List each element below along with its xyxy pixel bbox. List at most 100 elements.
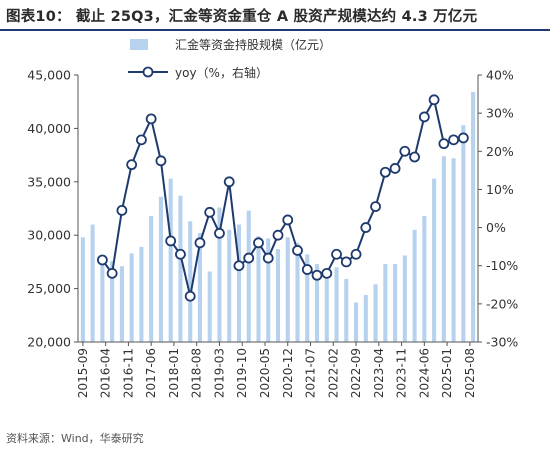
yoy-point: [379, 166, 391, 178]
bar: [80, 237, 85, 342]
yoy-line-series: [96, 94, 469, 302]
bar: [285, 237, 290, 342]
title-divider: [0, 29, 550, 31]
bar: [314, 264, 320, 342]
bar: [246, 210, 251, 342]
bar: [344, 278, 349, 342]
x-tick-label: 2023-11: [395, 348, 409, 398]
y-right-tick-label: -30%: [486, 335, 518, 350]
chart: 20,000 25,000 30,000 35,000 40,000 45,000 -30%…: [27, 37, 518, 399]
bar: [197, 233, 202, 342]
bar: [441, 156, 446, 342]
tick-labels: 20,000 25,000 30,000 35,000 40,000 45,000 -30%…: [27, 68, 518, 399]
bar: [471, 92, 476, 342]
y-left-tick-label: 30,000: [27, 228, 71, 243]
bar: [432, 178, 437, 342]
bar: [266, 238, 271, 342]
y-left-tick-label: 25,000: [27, 281, 71, 296]
y-right-tick-label: 30%: [486, 106, 514, 121]
bar: [139, 246, 144, 342]
bar: [383, 264, 388, 342]
yoy-point: [184, 290, 196, 302]
yoy-point: [282, 214, 294, 226]
yoy-point: [145, 113, 157, 125]
x-tick-label: 2022-02: [326, 348, 340, 398]
bar: [217, 207, 222, 342]
x-tick-label: 2019-10: [235, 348, 249, 398]
yoy-point: [331, 248, 342, 260]
bar: [295, 242, 300, 342]
bar: [236, 224, 242, 342]
bar: [90, 224, 95, 342]
bar: [334, 267, 339, 342]
x-tick-label: 2025-01: [440, 348, 454, 398]
bar: [305, 254, 310, 342]
y-left-tick-label: 35,000: [27, 174, 71, 189]
x-tick-label: 2025-08: [463, 348, 477, 398]
x-tick-label: 2021-07: [304, 348, 318, 398]
yoy-point: [438, 138, 450, 150]
bar: [373, 284, 378, 342]
x-tick-label: 2020-12: [281, 348, 295, 398]
yoy-point: [175, 248, 186, 260]
bar: [149, 215, 154, 342]
yoy-point: [165, 235, 177, 247]
chart-title: 图表10： 截止 25Q3，汇金等资金重仓 A 股资产规模达约 4.3 万亿元: [6, 9, 478, 25]
yoy-point: [418, 111, 430, 123]
y-left-tick-label: 40,000: [27, 121, 71, 136]
bar: [393, 264, 398, 342]
legend-bar-label: 汇金等资金持股规模（亿元）: [175, 37, 331, 52]
yoy-point: [233, 260, 245, 272]
bar: [178, 195, 183, 342]
y-right-tick-label: -20%: [486, 296, 518, 311]
bar: [402, 255, 407, 342]
x-tick-label: 2015-09: [76, 348, 90, 398]
bar: [324, 272, 329, 342]
yoy-point: [223, 176, 235, 188]
yoy-point: [370, 201, 381, 212]
legend-bar-swatch: [130, 39, 148, 50]
bar: [227, 229, 232, 342]
yoy-point: [340, 256, 352, 268]
x-tick-label: 2016-04: [99, 348, 113, 398]
yoy-point: [96, 254, 108, 266]
x-tick-label: 2022-09: [349, 348, 363, 398]
x-tick-label: 2019-03: [212, 348, 226, 398]
y-right-tick-label: 20%: [486, 144, 514, 159]
x-tick-label: 2016-11: [121, 348, 135, 398]
yoy-point: [409, 151, 420, 163]
yoy-point: [321, 267, 333, 279]
yoy-point: [272, 229, 284, 241]
bar: [129, 253, 134, 342]
bar: [119, 266, 124, 342]
bar: [188, 221, 193, 342]
x-tick-label: 2018-08: [190, 348, 204, 398]
yoy-point: [155, 155, 167, 167]
axes: [74, 74, 482, 346]
yoy-point: [457, 132, 469, 144]
bar: [168, 178, 173, 342]
legend: 汇金等资金持股规模（亿元） yoy（%，右轴）: [128, 37, 331, 80]
legend-line-marker: [142, 66, 154, 78]
yoy-point: [253, 237, 264, 249]
bar: [451, 158, 456, 342]
yoy-point: [428, 94, 440, 106]
yoy-point: [214, 227, 225, 239]
bar: [207, 271, 212, 342]
y-left-tick-label: 20,000: [27, 335, 71, 350]
yoy-point: [194, 237, 206, 249]
bar: [461, 125, 466, 342]
bar: [422, 215, 427, 342]
yoy-point: [243, 252, 255, 264]
yoy-line: [101, 97, 464, 297]
bar: [354, 302, 359, 342]
y-left-tick-label: 45,000: [27, 68, 71, 83]
bar: [363, 295, 368, 342]
yoy-point: [262, 252, 274, 264]
yoy-point: [204, 206, 216, 218]
yoy-point: [301, 264, 313, 275]
yoy-point: [106, 267, 118, 279]
yoy-point: [448, 134, 460, 146]
yoy-point: [292, 245, 303, 256]
bar: [275, 249, 281, 342]
